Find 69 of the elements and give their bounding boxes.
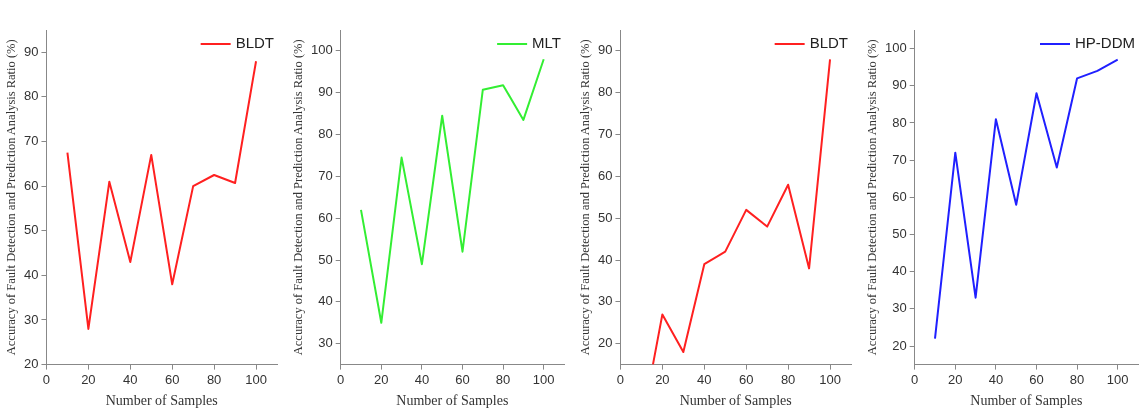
y-axis-title: Accuracy of Fault Detection and Prediction Analysis Ratio (%) <box>577 39 592 356</box>
y-tick-label: 80 <box>892 114 907 130</box>
y-tick-label: 50 <box>597 209 613 225</box>
y-axis-title: Accuracy of Fault Detection and Prediction Analysis Ratio (%) <box>864 39 879 356</box>
y-tick-label: 60 <box>597 167 613 183</box>
x-tick-label: 40 <box>414 371 430 387</box>
y-tick-label: 30 <box>597 293 613 309</box>
x-tick-label: 60 <box>738 371 754 387</box>
y-tick-label: 60 <box>892 188 907 204</box>
y-tick-label: 70 <box>23 133 39 149</box>
y-tick-label: 80 <box>318 126 333 142</box>
x-axis-title: Number of Samples <box>679 393 792 409</box>
y-tick-label: 80 <box>597 84 613 100</box>
x-tick-label: 20 <box>948 371 963 387</box>
legend-label: HP-DDM <box>1075 34 1136 52</box>
y-tick-label: 20 <box>23 356 39 372</box>
y-tick-label: 60 <box>23 177 39 193</box>
x-tick-label: 40 <box>988 371 1004 387</box>
y-tick-label: 30 <box>23 311 39 327</box>
legend-label: BLDT <box>235 34 274 52</box>
y-axis-title: Accuracy of Fault Detection and Prediction Analysis Ratio (%) <box>3 39 18 356</box>
x-tick-label: 0 <box>42 371 51 387</box>
y-tick-label: 90 <box>892 77 907 93</box>
x-tick-label: 0 <box>616 371 625 387</box>
y-tick-label: 50 <box>318 251 333 267</box>
y-tick-label: 70 <box>892 151 907 167</box>
legend-label: BLDT <box>809 34 848 52</box>
x-axis-title: Number of Samples <box>105 393 218 409</box>
x-tick-label: 60 <box>164 371 180 387</box>
y-tick-label: 100 <box>310 42 333 58</box>
x-tick-label: 0 <box>911 371 919 387</box>
y-tick-label: 70 <box>318 167 333 183</box>
y-tick-label: 20 <box>892 337 907 353</box>
x-tick-label: 60 <box>1029 371 1044 387</box>
x-tick-label: 80 <box>206 371 222 387</box>
y-tick-label: 70 <box>597 126 613 142</box>
x-tick-label: 80 <box>1069 371 1085 387</box>
y-tick-label: 30 <box>318 335 333 351</box>
y-tick-label: 30 <box>892 300 907 316</box>
x-tick-label: 60 <box>455 371 470 387</box>
y-tick-label: 80 <box>23 88 39 104</box>
x-tick-label: 40 <box>123 371 138 387</box>
y-tick-label: 40 <box>597 251 613 267</box>
y-tick-label: 60 <box>318 209 333 225</box>
x-tick-label: 100 <box>819 371 841 387</box>
y-tick-label: 50 <box>892 226 907 242</box>
y-tick-label: 90 <box>23 43 39 59</box>
x-tick-label: 20 <box>374 371 389 387</box>
x-tick-label: 100 <box>532 371 555 387</box>
x-tick-label: 80 <box>495 371 511 387</box>
y-tick-label: 20 <box>597 335 613 351</box>
x-axis-title: Number of Samples <box>396 393 509 409</box>
y-tick-label: 40 <box>23 266 39 282</box>
y-tick-label: 100 <box>884 40 907 56</box>
y-tick-label: 90 <box>318 84 333 100</box>
x-tick-label: 40 <box>697 371 712 387</box>
x-tick-label: 20 <box>81 371 96 387</box>
y-tick-label: 40 <box>318 293 333 309</box>
legend-label: MLT <box>532 34 561 52</box>
x-tick-label: 100 <box>245 371 267 387</box>
x-tick-label: 0 <box>337 371 345 387</box>
y-tick-label: 50 <box>23 222 39 238</box>
x-tick-label: 20 <box>655 371 670 387</box>
y-tick-label: 90 <box>597 42 613 58</box>
x-tick-label: 80 <box>780 371 796 387</box>
x-axis-title: Number of Samples <box>970 393 1083 409</box>
y-axis-title: Accuracy of Fault Detection and Prediction Analysis Ratio (%) <box>290 39 305 356</box>
x-tick-label: 100 <box>1106 371 1129 387</box>
y-tick-label: 40 <box>892 263 907 279</box>
